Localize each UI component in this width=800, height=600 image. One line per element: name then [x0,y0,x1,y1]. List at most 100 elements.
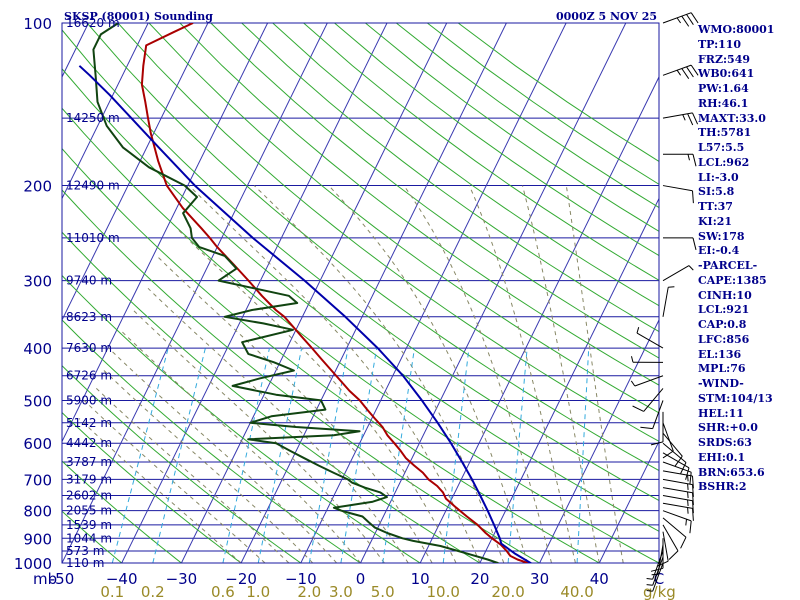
index-item: SRDS:63 [698,436,752,449]
dry-adiabat [62,510,123,563]
index-item: SW:178 [698,229,745,243]
moist-adiabat [132,309,385,563]
isotherm [62,23,328,563]
pressure-tick-label: 700 [23,471,52,489]
temperature-tick-label: −40 [106,570,138,588]
wind-barb-half-flag [646,590,653,592]
mixing-ratio-line [152,347,206,563]
mixing-ratio-label: 1.0 [246,583,270,600]
wind-barb [630,375,664,387]
wind-barb-flag [681,15,690,27]
moist-adiabat [328,185,529,563]
wind-barb-staff [636,332,664,349]
plot-border [61,22,660,564]
wind-barb-flag [692,112,699,125]
moist-adiabat [78,418,242,563]
isotherm [121,23,388,563]
isotherm [360,23,627,563]
pressure-tick-label: 200 [23,178,52,196]
wind-barb [662,470,694,489]
wind-barb-staff [652,562,664,592]
isotherm [180,23,448,563]
wind-barb-half-flag [630,380,636,387]
height-label: 1044 m [66,531,112,545]
wind-barb-flag [692,190,694,204]
pressure-tick-label: 1000 [14,555,52,573]
index-item: LCL:921 [698,303,750,317]
index-item: FRZ:549 [698,52,751,66]
wind-barb-staff [662,442,687,463]
wind-barb-half-flag [687,507,689,514]
pressure-tick-label: 900 [23,530,52,548]
wind-barb-staff [662,495,693,502]
wind-barb-flag [686,14,694,25]
wind-barb-half-flag [646,584,653,586]
pressure-tick-label: 800 [23,503,52,521]
pressure-tick-label: 500 [23,392,52,410]
sounding-time: 0000Z 5 NOV 25 [556,10,657,23]
dry-adiabat [62,231,481,563]
wind-barb [662,478,694,497]
index-item: MPL:76 [698,362,746,376]
wind-barb-half-flag [685,519,687,526]
index-item: RH:46.1 [698,96,749,110]
wind-barb [662,265,694,282]
moist-adiabat [119,329,361,563]
temperature-tick-label: C [654,570,664,588]
wind-barb-half-flag [687,499,689,507]
wind-barb-flag [692,508,694,521]
wind-barb-flag [668,550,679,560]
mixing-ratio-line [442,348,470,563]
moist-adiabat [103,370,314,563]
wind-barb-staff [643,388,664,412]
wind-barb [662,432,683,467]
isotherm [62,23,209,322]
wind-barb-half-flag [631,356,634,363]
wind-barb [656,531,669,567]
dry-adiabat [210,23,659,359]
wind-barb-flag [692,475,694,489]
mixing-ratio-line [308,348,349,563]
moist-adiabat [253,185,505,563]
mixing-ratio-label: 10.0 [426,583,459,600]
wind-barb-flag [662,450,674,459]
wind-barb-flag [656,560,669,567]
wind-barb-half-flag [646,578,653,580]
dry-adiabat [62,107,659,563]
wind-barb-flag [640,426,653,430]
mixing-ratio-unit: g/kg [643,583,676,600]
moist-adiabat [108,347,337,563]
wind-barb-flag [686,66,694,78]
wind-barb-flag [687,113,694,126]
wind-barb [631,356,664,363]
moist-adiabat [176,227,457,563]
isotherm [479,197,659,563]
dry-adiabat [62,411,242,563]
height-label: 4442 m [66,436,112,450]
height-label: 2602 m [66,489,112,503]
height-label: 12490 m [66,179,120,193]
wind-barb [662,517,687,549]
index-item: CAP:0.8 [698,318,747,331]
index-item: WMO:80001 [698,23,775,36]
mixing-ratio-label: 40.0 [560,583,593,600]
height-label: 5900 m [66,393,112,407]
index-item: CINH:10 [698,288,752,302]
height-label: 14250 m [66,111,120,125]
pressure-tick-label: 600 [23,435,52,453]
height-label: 9740 m [66,274,112,288]
wind-barb-staff [652,400,664,429]
wind-barb-half-flag [687,483,689,490]
index-item: WB0:641 [698,67,755,81]
mixing-ratio-line [222,348,270,563]
wind-barb [646,562,664,592]
height-label: 7630 m [66,341,112,355]
moist-adiabat [468,185,576,563]
pressure-axis: 100 200 300 400 500 600 700 800 900 1000 [14,15,52,573]
height-label: 2055 m [66,504,112,518]
temperature-tick-label: −10 [285,570,317,588]
wind-barb [662,112,699,126]
temperature-tick-label: 20 [470,570,489,588]
mixing-ratio-label: 5.0 [371,583,395,600]
